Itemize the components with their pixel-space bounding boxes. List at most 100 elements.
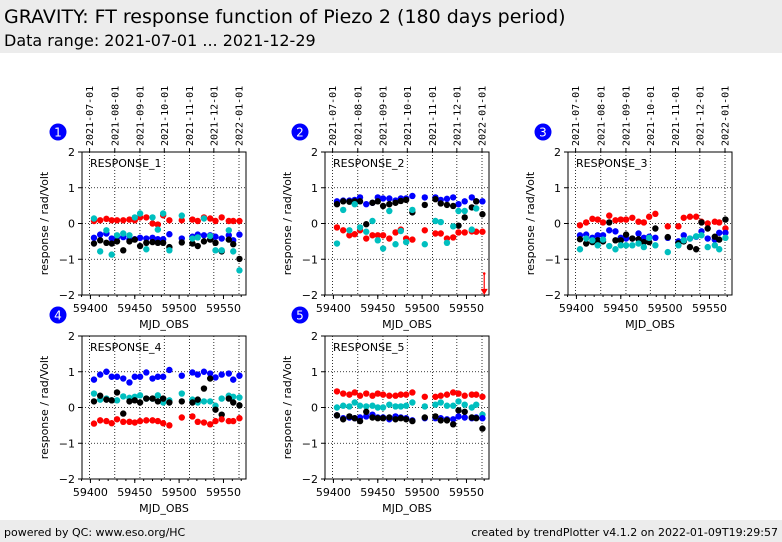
data-point-red <box>103 417 110 425</box>
y-axis-label: response / rad/Volt <box>38 171 51 275</box>
x-tick-label: 59500 <box>648 302 683 315</box>
data-point-black <box>369 414 376 421</box>
footer: powered by QC: www.eso.org/HC created by… <box>0 520 782 542</box>
data-point-red <box>622 216 630 223</box>
data-point-red <box>178 414 185 421</box>
data-point-red <box>103 215 110 223</box>
data-point-black <box>473 198 480 205</box>
data-point-cyan <box>346 227 353 234</box>
y-tick-label: 0 <box>554 218 561 231</box>
data-point-black <box>356 198 364 205</box>
data-point-blue <box>468 194 475 201</box>
data-point-blue <box>103 368 110 375</box>
panel-number-badge <box>291 123 309 141</box>
data-point-cyan <box>409 206 416 214</box>
data-point-cyan <box>339 402 347 409</box>
data-point-blue <box>635 230 642 237</box>
panel-number-badge <box>534 123 552 141</box>
data-point-black <box>356 417 364 425</box>
data-point-red <box>461 392 468 399</box>
data-point-cyan <box>392 403 399 410</box>
x-tick-label: 59550 <box>692 302 727 315</box>
date-tick-label: 2021-08-01 <box>596 86 607 146</box>
data-point-black <box>397 415 405 422</box>
data-point-black <box>363 221 370 228</box>
date-tick-label: 2021-09-01 <box>378 86 389 146</box>
data-point-blue <box>455 413 462 420</box>
data-point-black <box>230 399 237 406</box>
data-point-black <box>346 413 353 420</box>
data-point-black <box>225 395 232 402</box>
data-point-red <box>576 222 584 229</box>
data-point-black <box>686 243 694 251</box>
data-point-cyan <box>704 243 711 251</box>
data-point-cyan <box>218 395 225 402</box>
data-point-red <box>230 217 237 225</box>
data-point-red <box>652 210 659 218</box>
y-tick-label: −1 <box>545 253 561 266</box>
data-point-cyan <box>617 242 624 249</box>
data-point-red <box>432 230 439 237</box>
data-point-black <box>640 238 648 246</box>
data-point-red <box>612 217 619 224</box>
data-point-red <box>386 392 393 399</box>
data-point-blue <box>680 232 687 239</box>
y-tick-label: 2 <box>311 330 318 343</box>
data-point-blue <box>443 195 451 203</box>
data-point-red <box>96 417 104 424</box>
y-tick-label: 0 <box>68 402 75 415</box>
x-axis-label: MJD_OBS <box>382 502 432 515</box>
y-tick-label: −2 <box>302 473 318 486</box>
data-point-cyan <box>397 227 405 235</box>
data-point-black <box>90 240 98 247</box>
data-point-cyan <box>206 232 214 240</box>
data-point-red <box>120 217 127 224</box>
data-point-cyan <box>686 235 694 242</box>
data-point-red <box>386 235 393 242</box>
data-point-red <box>206 421 214 428</box>
data-point-red <box>363 390 370 397</box>
data-point-red <box>131 419 138 426</box>
data-point-black <box>194 396 201 403</box>
data-point-black <box>206 375 214 382</box>
data-point-black <box>722 216 729 223</box>
x-tick-label: 59400 <box>316 302 351 315</box>
date-tick-label: 2021-07-01 <box>85 86 96 146</box>
powered-by-link[interactable]: powered by QC: www.eso.org/HC <box>4 526 186 539</box>
data-point-cyan <box>722 234 729 241</box>
data-point-blue <box>218 371 225 378</box>
data-point-black <box>692 246 700 253</box>
data-point-black <box>432 195 439 203</box>
data-point-red <box>113 217 121 224</box>
data-point-cyan <box>392 241 399 248</box>
data-point-black <box>236 255 243 263</box>
data-point-black <box>230 241 237 248</box>
data-point-red <box>473 391 480 398</box>
x-tick-label: 59400 <box>559 302 594 315</box>
date-tick-label: 2021-12-01 <box>695 86 706 146</box>
data-point-red <box>402 391 410 398</box>
data-point-blue <box>236 372 243 379</box>
data-point-cyan <box>136 392 144 399</box>
x-tick-label: 59550 <box>206 302 241 315</box>
data-point-black <box>374 415 381 422</box>
data-point-black <box>333 412 341 419</box>
data-point-black <box>339 198 347 205</box>
data-point-blue <box>131 373 138 380</box>
data-point-black <box>136 399 144 406</box>
y-tick-label: −2 <box>59 473 75 486</box>
data-point-red <box>704 220 711 227</box>
data-point-blue <box>90 376 98 383</box>
data-point-red <box>635 218 642 225</box>
y-axis-label: response / rad/Volt <box>38 355 51 459</box>
y-tick-label: −2 <box>59 289 75 302</box>
data-point-cyan <box>351 200 358 208</box>
data-point-red <box>640 219 648 226</box>
data-point-black <box>113 238 121 245</box>
date-tick-label: 2021-11-01 <box>185 86 196 146</box>
x-tick-label: 59450 <box>603 302 638 315</box>
data-point-blue <box>108 373 115 380</box>
